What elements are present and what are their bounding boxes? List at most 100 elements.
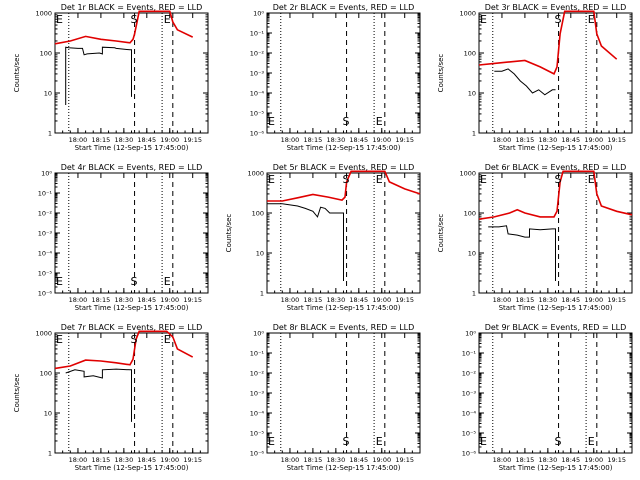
chart-title: Det 4r BLACK = Events, RED = LLD [61,163,203,172]
x-tick-label: 18:00 [281,296,300,304]
marker-e-end: E [376,173,383,186]
marker-e-start: E [268,115,275,128]
y-tick-label: 10⁻¹ [250,30,265,38]
x-tick-label: 18:30 [114,456,133,464]
x-tick-label: 19:00 [584,296,603,304]
marker-e-start: E [56,275,63,288]
y-tick-label: 1000 [459,10,476,18]
x-tick-label: 18:45 [349,456,368,464]
y-tick-label: 10⁻³ [250,70,265,78]
x-axis-label: Start Time (12-Sep-15 17:45:00) [499,144,613,152]
lld-series-line [54,10,194,45]
marker-e-end: E [588,173,595,186]
y-tick-label: 1000 [247,170,264,178]
y-tick-label: 100 [40,50,52,58]
x-tick-label: 18:00 [69,136,88,144]
chart-panel-5: Det 5r BLACK = Events, RED = LLD Counts/s… [225,163,421,312]
plot-frame [478,12,633,134]
y-tick-label: 10⁻² [462,370,477,378]
y-tick-label: 10⁻⁵ [250,430,265,438]
x-tick-label: 19:15 [607,296,626,304]
chart-panel-2: Det 2r BLACK = Events, RED = LLD 10⁰ 10⁻¹ 1… [250,3,421,152]
events-series-line [65,368,132,422]
x-axis-label: Start Time (12-Sep-15 17:45:00) [75,304,189,312]
y-tick-label: 10⁰ [253,330,264,338]
x-tick-label: 19:00 [584,456,603,464]
marker-e-end: E [164,333,171,346]
x-tick-label: 18:45 [349,136,368,144]
x-tick-label: 18:30 [538,456,557,464]
y-tick-label: 10⁻⁶ [462,450,477,458]
chart-title: Det 3r BLACK = Events, RED = LLD [485,3,627,12]
x-axis-label: Start Time (12-Sep-15 17:45:00) [287,304,401,312]
chart-title: Det 5r BLACK = Events, RED = LLD [273,163,415,172]
y-axis-label: Counts/sec [437,214,445,253]
y-tick-label: 10⁻⁴ [250,410,265,418]
x-tick-label: 18:15 [304,296,323,304]
y-tick-label: 100 [464,50,476,58]
x-tick-label: 18:45 [137,296,156,304]
x-axis-label: Start Time (12-Sep-15 17:45:00) [75,464,189,472]
marker-s: S [555,13,562,26]
x-tick-label: 18:45 [349,296,368,304]
y-tick-label: 1 [472,290,476,298]
y-tick-label: 10⁻¹ [38,190,53,198]
marker-s: S [343,435,350,448]
y-tick-label: 10⁻⁶ [250,450,265,458]
y-tick-label: 1 [472,130,476,138]
x-tick-label: 18:15 [516,136,535,144]
y-tick-label: 10⁻⁴ [250,90,265,98]
y-axis-label: Counts/sec [437,54,445,93]
y-tick-label: 10⁻⁶ [38,290,53,298]
y-tick-label: 10⁻⁵ [250,110,265,118]
chart-title: Det 9r BLACK = Events, RED = LLD [485,323,627,332]
chart-panel-9: Det 9r BLACK = Events, RED = LLD 10⁰ 10⁻¹ 1… [462,323,633,472]
lld-series-line [478,170,633,220]
y-tick-label: 10⁰ [465,330,476,338]
y-tick-label: 10⁻⁶ [250,130,265,138]
x-tick-label: 18:15 [304,456,323,464]
chart-panel-3: Det 3r BLACK = Events, RED = LLD Counts/s… [437,3,633,152]
lld-series-line [478,10,618,75]
x-tick-label: 18:15 [92,136,111,144]
y-tick-label: 10⁻³ [250,390,265,398]
y-axis-label: Counts/sec [13,374,21,413]
marker-s: S [343,173,350,186]
x-tick-label: 18:30 [114,136,133,144]
lld-series-line [54,330,194,370]
x-tick-label: 18:00 [493,456,512,464]
y-tick-label: 1 [260,290,264,298]
x-tick-label: 18:30 [326,456,345,464]
y-tick-label: 10⁻² [250,370,265,378]
x-tick-label: 18:30 [326,296,345,304]
x-tick-label: 19:00 [584,136,603,144]
x-tick-label: 18:30 [114,296,133,304]
x-tick-label: 18:00 [281,456,300,464]
chart-title: Det 8r BLACK = Events, RED = LLD [273,323,415,332]
marker-e-start: E [56,333,63,346]
marker-e-end: E [588,435,595,448]
x-tick-label: 19:15 [607,136,626,144]
marker-e-end: E [376,115,383,128]
y-tick-label: 10⁻³ [462,390,477,398]
marker-e-start: E [268,435,275,448]
y-tick-label: 100 [464,210,476,218]
chart-panel-7: Det 7r BLACK = Events, RED = LLD Counts/s… [13,323,209,472]
y-tick-label: 10 [256,250,264,258]
y-tick-label: 10⁻⁵ [462,430,477,438]
chart-panel-4: Det 4r BLACK = Events, RED = LLD 10⁰ 10⁻¹ 1… [38,163,209,312]
x-tick-label: 18:00 [493,136,512,144]
chart-panel-6: Det 6r BLACK = Events, RED = LLD Counts/s… [437,163,633,312]
chart-title: Det 1r BLACK = Events, RED = LLD [61,3,203,12]
x-tick-label: 18:00 [69,296,88,304]
y-axis-label: Counts/sec [225,214,233,253]
x-axis-label: Start Time (12-Sep-15 17:45:00) [499,304,613,312]
x-axis-label: Start Time (12-Sep-15 17:45:00) [75,144,189,152]
events-series-line [494,68,556,96]
events-series-line [488,225,556,281]
marker-e-start: E [480,173,487,186]
y-tick-label: 10⁰ [253,10,264,18]
marker-e-start: E [56,13,63,26]
y-tick-label: 10 [468,90,476,98]
y-tick-label: 10 [44,410,52,418]
